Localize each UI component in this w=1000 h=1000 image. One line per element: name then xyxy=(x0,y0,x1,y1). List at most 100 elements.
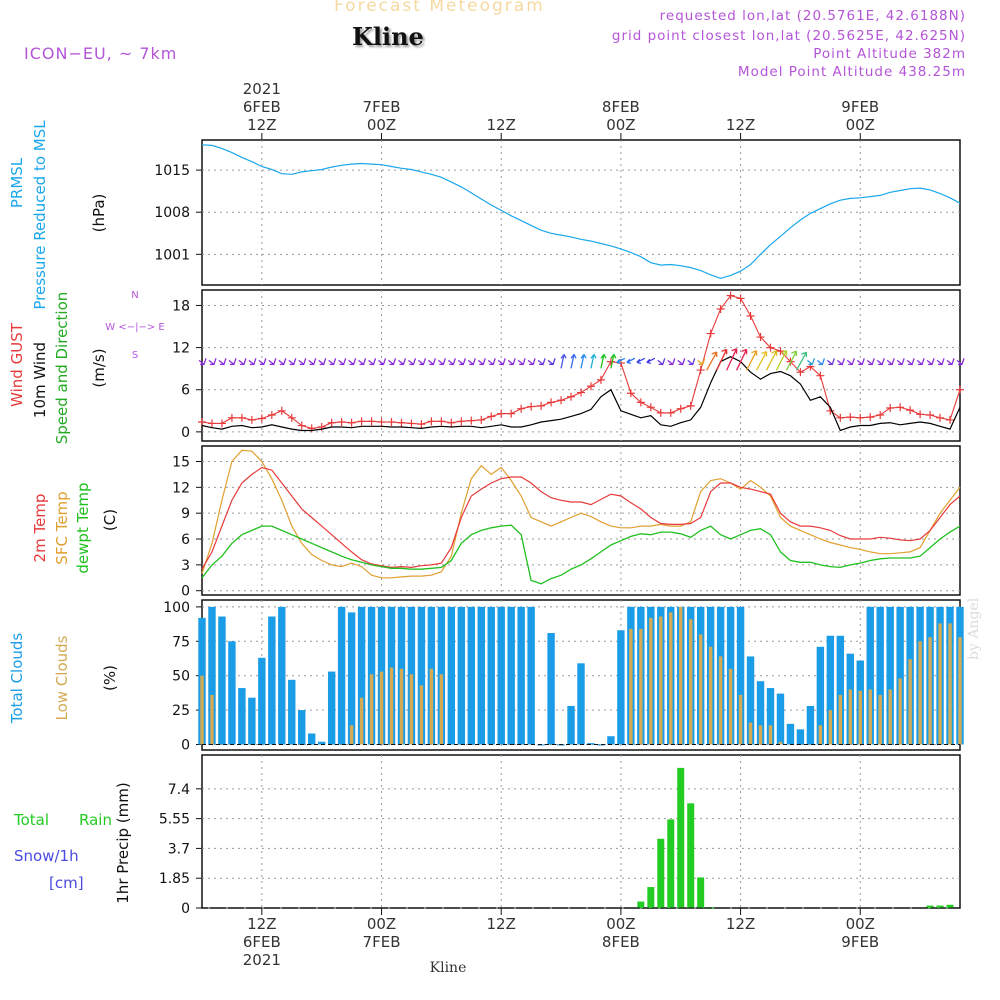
total-cloud-bar xyxy=(308,733,316,745)
rain-bar xyxy=(677,767,685,908)
temperature-ytick-label: 3 xyxy=(181,558,190,574)
gust-marker xyxy=(706,329,715,338)
time-tick-top-label: 12Z xyxy=(247,116,276,134)
precip-ytick-label: 5.55 xyxy=(159,812,190,828)
gust-marker xyxy=(836,413,845,422)
precip-panel-frame xyxy=(201,754,961,909)
temperature-ytick-label: 15 xyxy=(172,455,190,471)
time-tick-top-label: 00Z xyxy=(846,116,875,134)
total-cloud-bar xyxy=(447,606,456,745)
wind-direction-barb xyxy=(896,358,905,366)
low-cloud-bar xyxy=(379,671,384,745)
wind-ytick-label: 12 xyxy=(172,341,190,357)
time-tick-top-label: 12Z xyxy=(487,116,516,134)
wind-direction-barb xyxy=(956,358,965,366)
gust-marker xyxy=(746,311,755,320)
pressure-line xyxy=(201,144,961,280)
gust-marker xyxy=(946,415,955,424)
wind-direction-barb xyxy=(228,358,237,366)
point-altitude: Point Altitude 382m xyxy=(813,46,966,62)
total-cloud-bar xyxy=(258,657,266,745)
low-cloud-bar xyxy=(908,659,912,745)
wind-direction-barb xyxy=(268,358,277,366)
wind-direction-barb xyxy=(836,358,845,366)
wind-direction-barb xyxy=(467,358,476,366)
low-cloud-bar xyxy=(409,674,414,745)
total-cloud-bar xyxy=(278,606,286,745)
model-point-altitude: Model Point Altitude 438.25m xyxy=(737,64,966,80)
wind-direction-barb xyxy=(507,358,516,366)
low-cloud-bar xyxy=(369,674,374,745)
gust-marker xyxy=(347,418,356,427)
wind-direction-barb xyxy=(487,358,496,366)
total-cloud-bar xyxy=(208,606,216,745)
low-cloud-bar xyxy=(838,694,843,745)
gust-marker xyxy=(676,404,685,413)
gust-marker xyxy=(956,385,964,394)
total-cloud-bar xyxy=(228,641,236,745)
low-cloud-bar xyxy=(948,623,952,745)
grid-point-coords: grid point closest lon,lat (20.5625E, 42… xyxy=(611,28,966,44)
wind-direction-barb xyxy=(906,358,915,366)
total-cloud-bar xyxy=(826,635,835,745)
time-tick-bottom-label: 00Z xyxy=(367,915,396,933)
pressure-ytick-label: 1015 xyxy=(154,163,190,179)
dewpt-line xyxy=(201,524,961,585)
total-cloud-bar xyxy=(776,693,785,745)
rain-bar xyxy=(647,887,655,908)
time-tick-bottom-label: 6FEB xyxy=(243,933,281,951)
low-cloud-bar xyxy=(878,694,882,745)
low-cloud-bar xyxy=(429,668,434,745)
low-cloud-bar xyxy=(439,674,444,745)
low-cloud-bar xyxy=(898,678,902,745)
total-cloud-bar xyxy=(298,710,306,745)
gust-marker xyxy=(567,392,576,401)
gust-marker xyxy=(427,417,436,426)
time-tick-bottom-label: 00Z xyxy=(606,915,635,933)
low-cloud-bar xyxy=(758,725,763,745)
wind-direction-barb xyxy=(447,358,456,366)
wind-direction-barb xyxy=(745,350,758,371)
gust-marker xyxy=(906,406,915,415)
time-tick-top-label: 7FEB xyxy=(363,98,401,116)
wind-direction-barb xyxy=(537,358,546,366)
total-cloud-bar xyxy=(417,606,426,745)
wind-direction-barb xyxy=(806,358,816,366)
low-cloud-bar xyxy=(210,694,214,745)
gust-marker xyxy=(716,304,725,313)
wind-direction-barb xyxy=(358,358,367,366)
wind-ytick-label: 18 xyxy=(172,298,190,314)
wind-gust-label: Wind GUST xyxy=(8,322,26,407)
gust-marker xyxy=(297,421,306,430)
time-tick-bottom-label: 00Z xyxy=(846,915,875,933)
time-tick-top-label: 6FEB xyxy=(243,98,281,116)
total-cloud-bar xyxy=(587,743,595,745)
wind-direction-barb xyxy=(946,358,955,366)
time-tick-top-label: 00Z xyxy=(606,116,635,134)
temperature-ytick-label: 0 xyxy=(181,584,190,600)
pressure-ylabel: (hPa) xyxy=(90,194,108,233)
total-cloud-bar xyxy=(517,606,525,745)
wind-direction-barb xyxy=(716,348,728,371)
gust-marker xyxy=(886,403,895,412)
low-cloud-bar xyxy=(848,689,852,745)
gust-marker xyxy=(217,419,226,428)
time-tick-bottom-label: 12Z xyxy=(487,915,516,933)
wind-direction-barb xyxy=(687,358,696,366)
wind-direction-barb xyxy=(667,358,676,366)
total-cloud-bar xyxy=(487,606,495,745)
rain-bar xyxy=(946,904,954,908)
temperature-ytick-label: 6 xyxy=(181,532,190,548)
wind-direction-barb xyxy=(866,358,875,366)
total-cloud-bar xyxy=(567,705,575,745)
total-clouds-label: Total Clouds xyxy=(8,633,26,725)
wind-ytick-label: 0 xyxy=(181,425,190,441)
rain-bar xyxy=(697,877,705,908)
low-cloud-bar xyxy=(828,710,833,745)
low-cloud-bar xyxy=(708,646,713,745)
wind-direction-barb xyxy=(398,358,407,366)
total-cloud-bar xyxy=(347,612,356,745)
low-clouds-label: Low Clouds xyxy=(53,635,71,720)
wind-direction-barb xyxy=(477,358,486,366)
gust-marker xyxy=(736,294,745,303)
